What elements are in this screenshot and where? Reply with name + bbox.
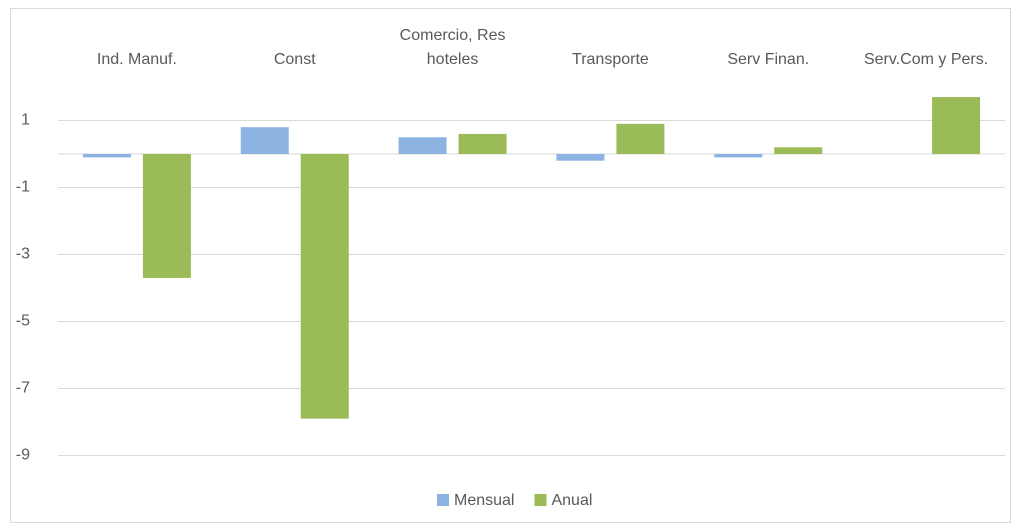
bar (616, 123, 665, 154)
x-tick-label: Serv.Com y Pers. (863, 51, 989, 68)
bar (398, 137, 447, 154)
x-tick-label: Ind. Manuf. (96, 51, 177, 68)
y-tick-label: -1 (16, 179, 30, 196)
y-tick-label: -9 (16, 447, 30, 464)
legend-swatch (437, 494, 449, 506)
x-tick-label: Comercio, Res hoteles (399, 27, 506, 68)
legend-swatch (534, 494, 547, 506)
legend-label: Mensual (454, 492, 514, 509)
x-tick-label: Const (273, 51, 316, 68)
y-tick-label: 1 (21, 112, 30, 129)
bar (82, 154, 131, 158)
bar (774, 147, 823, 154)
bar (458, 133, 507, 154)
y-tick-label: -7 (16, 380, 30, 397)
bar (932, 97, 981, 154)
legend-label: Anual (551, 492, 592, 509)
bar (300, 154, 349, 419)
bar (240, 127, 289, 154)
bar (556, 154, 605, 161)
x-tick-label: Serv Finan. (727, 51, 810, 68)
y-tick-label: -5 (16, 313, 30, 330)
x-tick-label: Transporte (572, 51, 649, 68)
y-tick-label: -3 (16, 246, 30, 263)
bar (714, 154, 763, 158)
bar (142, 154, 191, 278)
